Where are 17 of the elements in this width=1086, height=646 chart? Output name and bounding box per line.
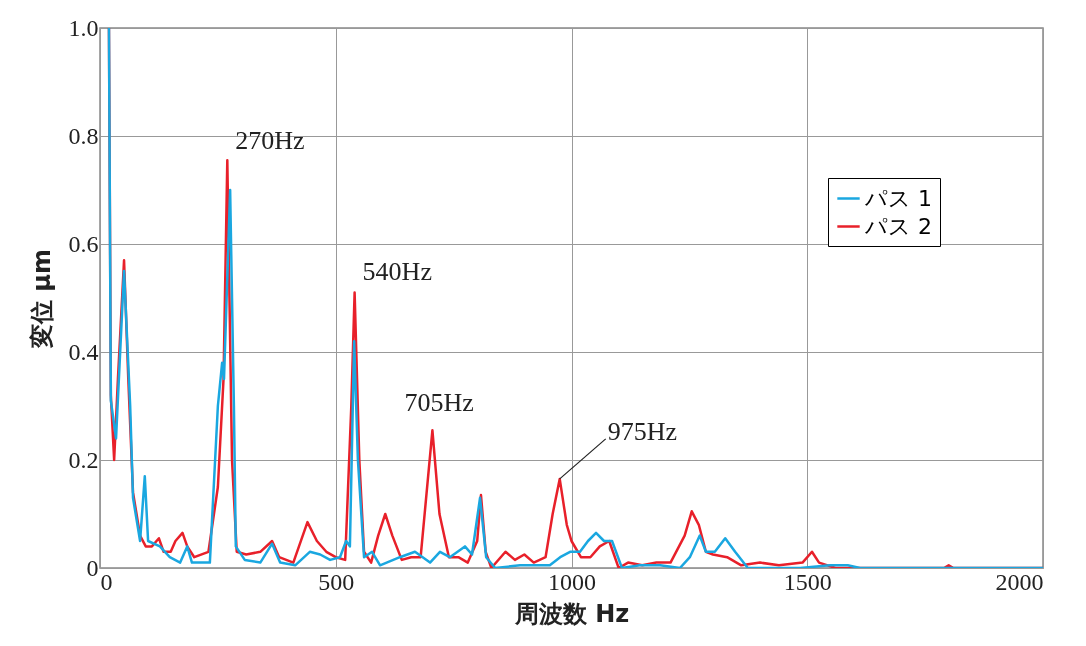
annotation: 270Hz (235, 126, 305, 156)
y-tick-label: 0.2 (68, 446, 99, 473)
y-axis-title: 変位 μm (27, 248, 56, 350)
y-tick-label: 0.6 (68, 230, 99, 257)
annotation: 975Hz (607, 416, 678, 446)
y-tick-label: 0.8 (68, 122, 99, 149)
x-tick-label: 2000 (995, 568, 1044, 595)
x-tick-label: 500 (318, 568, 355, 595)
x-tick-label: 1000 (548, 568, 596, 595)
y-tick-label: 1.0 (68, 14, 99, 41)
x-tick-label: 1500 (783, 568, 832, 595)
x-axis-title: 周波数 Hz (513, 599, 630, 628)
legend-label: パス 1 (864, 185, 932, 211)
annotation: 705Hz (404, 388, 474, 418)
legend-label: パス 2 (864, 213, 932, 239)
y-tick-label: 0.4 (68, 338, 99, 365)
annotation: 540Hz (362, 256, 432, 286)
